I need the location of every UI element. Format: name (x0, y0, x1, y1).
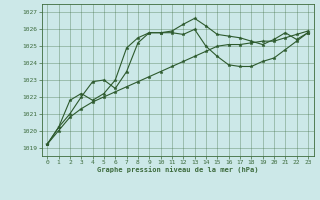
X-axis label: Graphe pression niveau de la mer (hPa): Graphe pression niveau de la mer (hPa) (97, 167, 258, 173)
